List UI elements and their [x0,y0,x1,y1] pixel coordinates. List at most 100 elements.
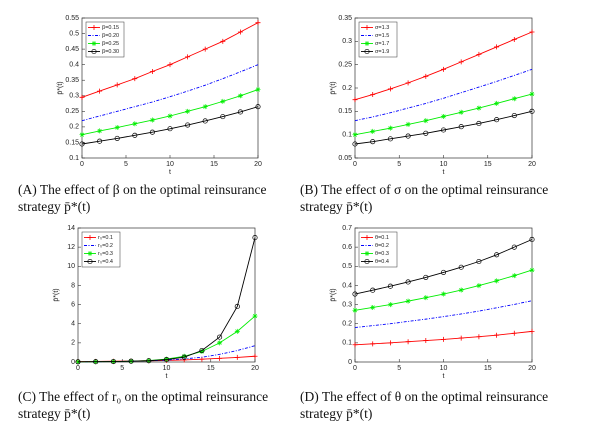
y-tick-label: 0.1 [342,132,352,139]
caption: (A) The effect of β on the optimal reins… [18,182,267,214]
marker [494,44,500,50]
legend-marker [87,251,93,256]
marker [370,139,376,145]
marker [423,73,429,79]
marker [114,125,120,131]
marker [181,354,187,360]
marker [181,353,187,359]
marker [387,302,393,308]
marker [185,54,191,60]
legend-label: θ=0.1 [375,235,389,241]
marker [529,29,535,35]
y-tick-label: 0.4 [69,62,79,69]
marker [237,29,243,35]
marker [511,244,517,250]
series-line [81,64,259,122]
legend: σ=1.3 σ=1.5 σ=1.7 σ=1.9 [358,21,398,58]
legend-label: r₀=0.3 [98,251,113,257]
marker [75,359,81,365]
marker [387,340,393,346]
legend-marker [364,258,370,265]
y-tick-label: 0.35 [65,77,79,84]
x-tick-label: 15 [484,365,492,372]
marker [494,278,500,284]
marker [476,283,482,289]
marker [529,108,535,114]
y-axis-label: p̄*(t) [57,81,64,94]
marker [97,88,103,94]
marker [79,141,85,147]
x-tick-label: 15 [207,365,215,372]
legend-marker [364,235,370,240]
x-tick-label: 5 [120,365,124,372]
y-tick-label: 0.6 [342,244,352,251]
marker [202,46,208,52]
marker [352,132,358,138]
marker [529,328,535,334]
marker [114,135,120,141]
marker [132,121,138,127]
marker [511,36,517,42]
marker [405,339,411,345]
marker [494,117,500,123]
legend-marker [364,48,370,55]
legend-marker [87,235,93,240]
x-tick-label: 20 [528,365,536,372]
marker [217,355,223,361]
x-tick-label: 5 [124,161,128,168]
marker [458,335,464,341]
marker [494,100,500,106]
legend-label: σ=1.5 [375,33,389,39]
marker [114,82,120,88]
marker [511,330,517,336]
x-tick-label: 0 [353,365,357,372]
y-tick-label: 0.15 [65,139,79,146]
legend-marker [91,48,97,55]
marker [185,108,191,114]
y-tick-label: 0.05 [338,155,352,162]
y-tick-label: 0.2 [69,124,79,131]
marker [440,269,447,275]
marker [405,121,411,127]
y-tick-label: 0.2 [342,85,352,92]
y-tick-label: 2 [71,340,75,347]
x-axis-label: t [169,169,171,176]
legend-label: θ=0.3 [375,251,389,257]
marker [423,274,429,280]
x-tick-label: 20 [254,161,262,168]
marker [476,120,482,127]
marker [97,128,103,134]
y-tick-label: 0.1 [342,340,352,347]
y-tick-label: 10 [67,263,75,270]
y-tick-label: 14 [67,225,75,232]
legend-marker [364,251,370,256]
y-tick-label: 0.3 [342,301,352,308]
marker [199,348,205,354]
legend-label: r₀=0.1 [98,235,113,241]
marker [529,236,535,243]
y-tick-label: 0.2 [342,321,352,328]
marker [202,118,208,124]
marker [234,328,240,334]
y-tick-label: 0.5 [69,30,79,37]
marker [217,334,223,340]
legend-label: β=0.30 [102,49,119,55]
y-tick-label: 0.7 [342,225,352,232]
marker [255,87,261,93]
marker [352,342,358,348]
marker [237,93,243,99]
marker [405,298,411,304]
marker [167,126,173,132]
marker [352,291,358,297]
x-axis-label: t [443,373,445,380]
marker [132,76,138,82]
marker [234,303,240,310]
marker [441,66,446,72]
marker [458,287,464,293]
legend-marker [364,41,370,46]
marker [149,117,155,123]
legend-label: r₀=0.2 [98,243,113,249]
marker [352,141,358,147]
marker [97,138,103,144]
